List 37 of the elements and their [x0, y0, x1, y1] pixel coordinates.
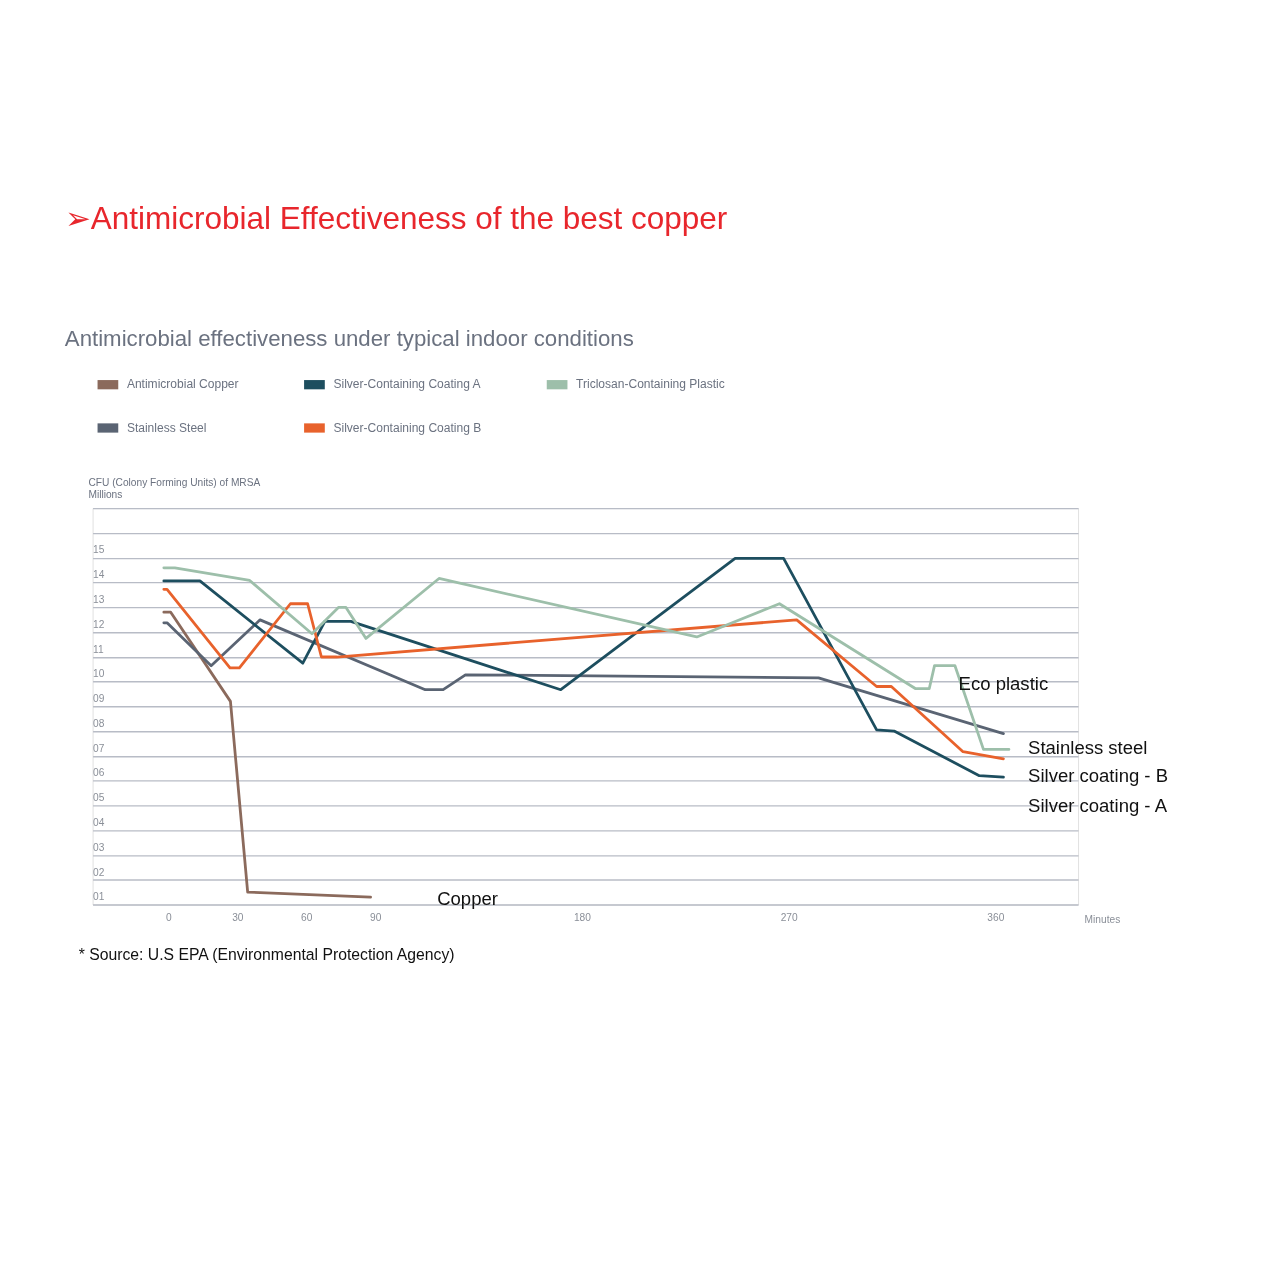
- y-tick-label: 13: [93, 594, 105, 606]
- y-axis-title: CFU (Colony Forming Units) of MRSA Millions: [88, 477, 261, 501]
- annotation: Silver coating - B: [1028, 765, 1169, 787]
- annotation: Eco plastic: [958, 672, 1049, 694]
- y-tick-label: 09: [93, 693, 105, 705]
- chart-subtitle: Antimicrobial effectiveness under typical indoor conditions: [64, 326, 634, 352]
- y-tick-label: 07: [93, 742, 105, 754]
- x-tick-label: 30: [232, 911, 244, 923]
- x-tick-label: 360: [987, 911, 1005, 923]
- y-tick-label: 12: [93, 618, 105, 630]
- legend-label: Silver-Containing Coating A: [333, 377, 481, 392]
- text: * Source: U.S EPA (Environmental Protection Agency): [78, 946, 455, 964]
- x-tick-label: 270: [780, 911, 798, 923]
- legend-label: Triclosan-Containing Plastic: [576, 377, 725, 392]
- chart-title: ➢Antimicrobial Effectiveness of the best copper: [64, 200, 728, 237]
- legend-label: Stainless Steel: [126, 420, 207, 435]
- x-tick-label: 60: [301, 911, 313, 923]
- legend-label: Silver-Containing Coating B: [333, 420, 482, 435]
- x-tick-label: 180: [573, 911, 592, 923]
- y-tick-label: 14: [93, 569, 105, 581]
- y-tick-label: 04: [93, 817, 105, 829]
- y-tick-label: 08: [93, 717, 105, 729]
- y-tick-label: 11: [93, 643, 104, 655]
- y-tick-label: 01: [93, 891, 105, 903]
- annotation: Copper: [437, 888, 498, 910]
- y-tick-label: 10: [93, 668, 105, 680]
- y-tick-label: 06: [93, 767, 105, 779]
- annotation: Silver coating - A: [1028, 794, 1168, 816]
- annotation: Stainless steel: [1028, 737, 1148, 759]
- y-tick-label: 05: [93, 792, 105, 804]
- legend-label: Antimicrobial Copper: [126, 377, 239, 392]
- y-tick-label: 15: [93, 544, 105, 556]
- x-axis-title: Minutes: [1084, 913, 1121, 925]
- y-tick-label: 02: [93, 866, 105, 878]
- y-tick-label: 03: [93, 841, 105, 853]
- x-tick-label: 90: [369, 911, 382, 923]
- x-tick-label: 0: [166, 911, 173, 923]
